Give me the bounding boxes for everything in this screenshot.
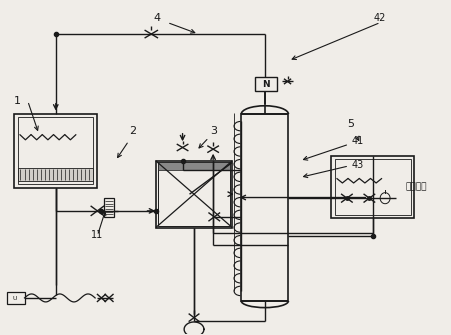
Bar xyxy=(18,168,93,181)
Bar xyxy=(255,77,277,91)
Bar xyxy=(158,162,230,170)
Text: 原料蒸汽: 原料蒸汽 xyxy=(405,182,427,191)
Text: 5: 5 xyxy=(347,120,354,129)
Text: 3: 3 xyxy=(210,126,217,136)
Text: N: N xyxy=(262,80,270,88)
Text: 1: 1 xyxy=(14,96,21,106)
Text: 2: 2 xyxy=(129,126,136,136)
Text: U: U xyxy=(12,296,17,301)
Bar xyxy=(158,162,230,226)
Bar xyxy=(14,114,97,188)
Text: 4: 4 xyxy=(153,13,161,23)
Bar xyxy=(241,114,289,301)
Bar xyxy=(7,291,24,304)
Text: 43: 43 xyxy=(351,159,364,170)
Bar xyxy=(18,117,93,184)
Bar xyxy=(156,161,232,227)
Bar xyxy=(331,156,414,217)
Bar xyxy=(104,198,114,217)
Text: 41: 41 xyxy=(351,136,364,146)
Text: 11: 11 xyxy=(91,229,103,240)
Bar xyxy=(335,159,411,214)
Text: 42: 42 xyxy=(374,13,386,23)
